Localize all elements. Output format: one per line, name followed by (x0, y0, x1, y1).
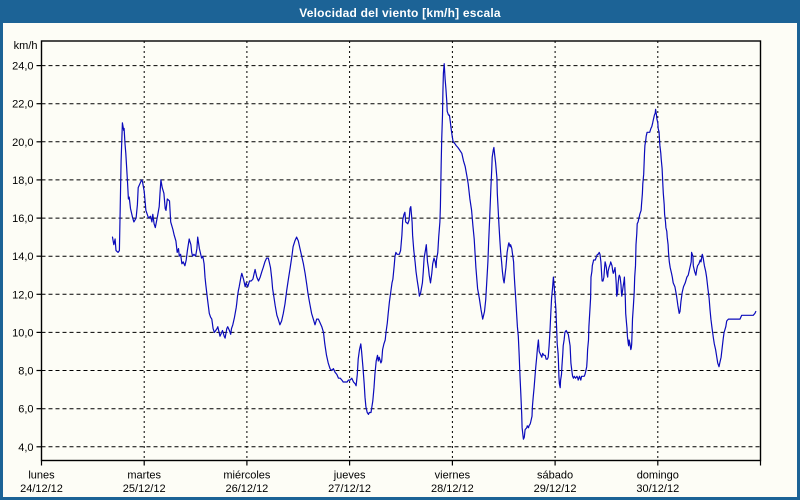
title-bar: Velocidad del viento [km/h] escala (3, 3, 797, 23)
x-day-label: miércoles (223, 470, 271, 482)
y-tick-label: 8,0 (18, 366, 33, 378)
x-date-label: 27/12/12 (328, 483, 371, 495)
x-day-label: viernes (435, 470, 471, 482)
y-tick-label: 20,0 (12, 137, 33, 149)
x-day-label: jueves (333, 470, 366, 482)
x-date-label: 30/12/12 (636, 483, 679, 495)
y-tick-label: 10,0 (12, 327, 33, 339)
x-date-label: 28/12/12 (431, 483, 474, 495)
y-tick-label: 16,0 (12, 213, 33, 225)
wind-speed-series (111, 63, 757, 440)
x-date-label: 26/12/12 (225, 483, 268, 495)
x-date-label: 25/12/12 (123, 483, 166, 495)
y-tick-label: 12,0 (12, 289, 33, 301)
y-tick-label: 4,0 (18, 442, 33, 454)
y-tick-label: 18,0 (12, 175, 33, 187)
x-day-label: lunes (28, 470, 55, 482)
chart-area: 24,0 22,0 20,0 18,0 16,0 14,0 12,0 10,0 8,0 6,0 4,… (3, 23, 797, 497)
chart-title: Velocidad del viento [km/h] escala (299, 6, 501, 20)
y-tick-label: 14,0 (12, 251, 33, 263)
x-date-label: 24/12/12 (20, 483, 63, 495)
plot-frame (40, 40, 762, 462)
x-day-label: martes (127, 470, 161, 482)
y-tick-label: 24,0 (12, 61, 33, 73)
x-day-label: sábado (537, 470, 573, 482)
y-tick-label: 22,0 (12, 99, 33, 111)
x-day-label: domingo (637, 470, 679, 482)
x-date-label: 29/12/12 (534, 483, 577, 495)
y-axis-unit: km/h (14, 40, 38, 52)
wind-speed-line-chart: 24,0 22,0 20,0 18,0 16,0 14,0 12,0 10,0 8,0 6,0 4,… (12, 40, 762, 495)
y-tick-label: 6,0 (18, 404, 33, 416)
